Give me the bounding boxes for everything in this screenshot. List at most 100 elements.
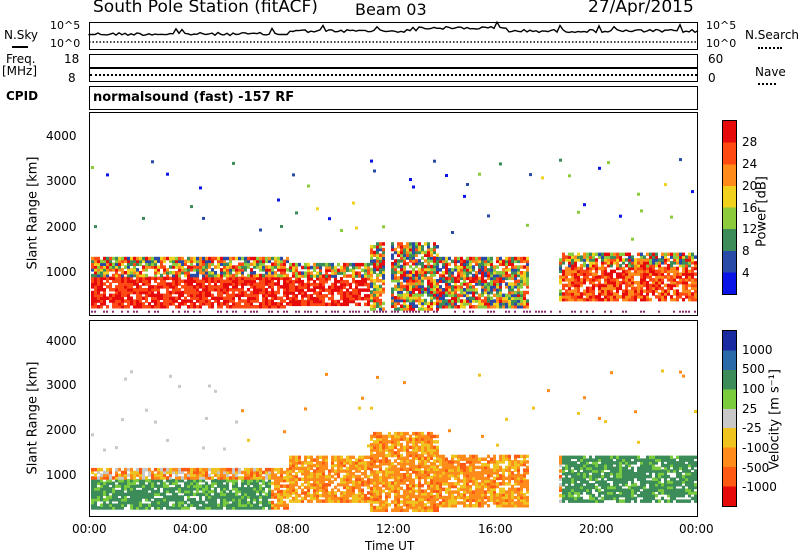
power-cell xyxy=(616,295,619,299)
power-cell xyxy=(376,296,379,300)
velocity-cell xyxy=(235,476,238,480)
power-cell xyxy=(649,258,652,262)
power-cell xyxy=(394,262,397,266)
velocity-cell xyxy=(274,495,277,499)
power-cell xyxy=(271,310,273,313)
power-cell xyxy=(469,282,472,286)
power-cell xyxy=(238,302,241,306)
velocity-cell xyxy=(304,474,307,479)
velocity-cell xyxy=(280,470,283,475)
velocity-cell xyxy=(361,472,364,476)
power-cell xyxy=(349,310,351,313)
power-cell xyxy=(274,293,277,298)
power-cell xyxy=(595,295,598,299)
power-cell xyxy=(322,296,325,301)
velocity-cell xyxy=(253,492,256,497)
velocity-cell xyxy=(169,487,172,491)
velocity-cell xyxy=(427,431,430,436)
power-cell xyxy=(91,302,94,306)
power-cell xyxy=(676,258,679,262)
power-cell xyxy=(106,305,109,309)
power-cell xyxy=(487,305,490,309)
power-cell xyxy=(118,290,121,295)
power-cell xyxy=(160,302,163,306)
velocity-cell xyxy=(436,481,439,485)
power-cell xyxy=(472,288,475,292)
power-cell xyxy=(460,262,463,266)
power-cell xyxy=(430,264,433,269)
power-cell xyxy=(367,271,370,275)
power-cell xyxy=(244,259,247,264)
power-cell xyxy=(175,271,178,275)
power-cell xyxy=(469,296,472,300)
power-cell xyxy=(133,288,136,292)
power-cell xyxy=(115,290,118,295)
power-cell xyxy=(349,294,352,298)
power-cell xyxy=(664,289,667,293)
power-cell xyxy=(295,271,298,275)
velocity-cell xyxy=(463,465,466,470)
velocity-cell xyxy=(316,491,319,495)
velocity-cell xyxy=(253,481,256,486)
power-cell xyxy=(487,273,490,278)
power-cell xyxy=(262,305,265,309)
velocity-cell xyxy=(481,482,484,486)
power-cell xyxy=(595,278,598,282)
velocity-cell xyxy=(166,489,169,494)
power-cell xyxy=(661,278,664,282)
power-cell xyxy=(601,258,604,262)
power-cell xyxy=(445,285,448,289)
power-cell xyxy=(292,302,295,307)
power-cell xyxy=(472,285,475,289)
power-cell xyxy=(289,277,292,281)
velocity-cell xyxy=(391,434,394,439)
power-cell xyxy=(661,292,664,296)
power-cell xyxy=(667,286,670,291)
power-cell xyxy=(445,276,448,281)
velocity-cell xyxy=(154,484,157,488)
power-cell xyxy=(217,290,220,295)
power-cell xyxy=(109,262,112,266)
power-cell xyxy=(103,288,106,292)
power-cell xyxy=(253,290,256,295)
velocity-cell xyxy=(289,463,292,468)
velocity-cell xyxy=(388,464,391,469)
power-cell xyxy=(466,282,469,286)
power-cell xyxy=(418,250,421,255)
velocity-cell xyxy=(307,491,310,495)
power-cell xyxy=(691,275,694,279)
power-cell xyxy=(148,310,150,313)
velocity-cell xyxy=(220,476,223,480)
power-cell xyxy=(274,282,277,286)
power-cell xyxy=(370,247,373,252)
velocity-cell xyxy=(244,476,247,480)
velocity-cell xyxy=(337,466,340,471)
velocity-cell xyxy=(478,471,481,475)
power-cell xyxy=(613,280,616,285)
velocity-cell xyxy=(208,495,211,499)
velocity-cell xyxy=(250,470,253,475)
power-cell xyxy=(565,275,568,279)
power-cell xyxy=(250,276,253,281)
velocity-cell xyxy=(481,473,484,478)
velocity-cell xyxy=(409,497,412,502)
velocity-cell xyxy=(409,445,412,450)
velocity-cell xyxy=(100,478,103,483)
power-cell xyxy=(559,289,562,293)
power-cell xyxy=(295,265,298,270)
velocity-cell xyxy=(457,468,460,472)
power-cell xyxy=(253,265,256,269)
power-cell xyxy=(421,264,424,269)
power-cell xyxy=(400,281,403,286)
power-cell xyxy=(400,247,403,252)
power-cell xyxy=(301,291,304,295)
velocity-cell xyxy=(412,483,415,488)
velocity-cell xyxy=(97,492,100,497)
velocity-cell xyxy=(340,458,343,462)
power-cell xyxy=(367,268,370,273)
velocity-cell xyxy=(241,495,244,499)
velocity-cell xyxy=(301,483,304,487)
power-cell xyxy=(151,290,154,295)
velocity-cell xyxy=(439,471,442,475)
velocity-cell xyxy=(337,463,340,468)
